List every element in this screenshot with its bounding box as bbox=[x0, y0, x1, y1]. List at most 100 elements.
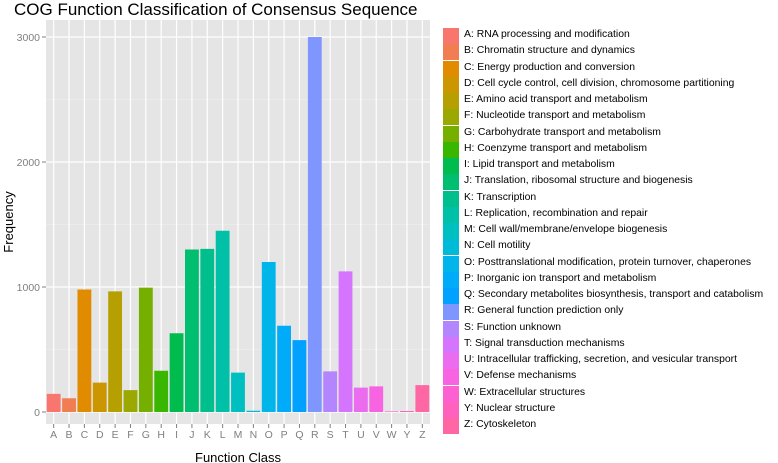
legend-item: C: Energy production and conversion bbox=[443, 60, 777, 77]
bar-T bbox=[338, 271, 353, 412]
legend-key bbox=[443, 320, 459, 337]
legend-label: A: RNA processing and modification bbox=[464, 29, 630, 40]
bar-M bbox=[231, 372, 245, 412]
legend-label: U: Intracellular trafficking, secretion,… bbox=[464, 354, 737, 365]
legend-item: T: Signal transduction mechanisms bbox=[443, 336, 777, 353]
bar-I bbox=[169, 333, 184, 412]
legend-key bbox=[443, 271, 459, 288]
x-tick-label: K bbox=[204, 429, 211, 441]
x-tick-label: E bbox=[112, 429, 119, 441]
legend-item: G: Carbohydrate transport and metabolism bbox=[443, 125, 777, 142]
bar-N bbox=[246, 410, 261, 412]
legend-key bbox=[443, 125, 459, 142]
y-tick-label: 0 bbox=[34, 407, 40, 419]
legend-key bbox=[443, 190, 459, 207]
x-axis-title: Function Class bbox=[195, 450, 281, 463]
legend-key bbox=[443, 206, 459, 223]
legend-key bbox=[443, 418, 459, 434]
x-tick-label: F bbox=[127, 429, 133, 441]
y-axis-title: Frequency bbox=[1, 191, 16, 253]
chart-title: COG Function Classification of Consensus… bbox=[14, 0, 418, 19]
legend-label: M: Cell wall/membrane/envelope biogenesi… bbox=[464, 224, 668, 235]
legend-label: Q: Secondary metabolites biosynthesis, t… bbox=[464, 289, 764, 300]
legend-item: A: RNA processing and modification bbox=[443, 28, 777, 44]
legend-item: J: Translation, ribosomal structure and … bbox=[443, 174, 777, 191]
bar-E bbox=[108, 291, 123, 412]
legend-key bbox=[443, 401, 459, 418]
legend-label: K: Transcription bbox=[464, 191, 537, 203]
bar-Z bbox=[415, 385, 430, 412]
bar-Y bbox=[400, 411, 414, 412]
legend-label: E: Amino acid transport and metabolism bbox=[464, 94, 648, 105]
x-tick-label: U bbox=[357, 429, 365, 441]
x-tick-label: J bbox=[189, 429, 194, 441]
bar-B bbox=[62, 398, 76, 412]
legend-key bbox=[443, 223, 459, 239]
legend-item: N: Cell motility bbox=[443, 239, 777, 256]
legend-key bbox=[443, 353, 459, 369]
legend-item: Q: Secondary metabolites biosynthesis, t… bbox=[443, 288, 777, 304]
legend-item: V: Defense mechanisms bbox=[443, 369, 777, 386]
x-tick-label: R bbox=[311, 429, 319, 441]
x-tick-label: Q bbox=[295, 429, 303, 441]
x-tick-label: M bbox=[234, 429, 243, 441]
legend-item: M: Cell wall/membrane/envelope biogenesi… bbox=[443, 223, 777, 239]
legend-item: E: Amino acid transport and metabolism bbox=[443, 93, 777, 109]
legend-key bbox=[443, 141, 459, 158]
y-tick-label: 3000 bbox=[17, 32, 41, 44]
bar-Q bbox=[292, 340, 307, 412]
legend-key bbox=[443, 336, 459, 353]
legend-label: W: Extracellular structures bbox=[464, 386, 586, 398]
legend-label: S: Function unknown bbox=[464, 321, 562, 333]
legend-item: R: General function prediction only bbox=[443, 304, 777, 321]
bar-C bbox=[77, 289, 92, 412]
bar-A bbox=[46, 393, 61, 412]
legend-label: Y: Nuclear structure bbox=[464, 402, 556, 414]
legend-label: N: Cell motility bbox=[464, 240, 531, 252]
bar-S bbox=[323, 371, 338, 412]
bar-O bbox=[261, 262, 276, 412]
bar-R bbox=[307, 37, 322, 412]
legend-label: G: Carbohydrate transport and metabolism bbox=[464, 126, 661, 138]
legend-item: F: Nucleotide transport and metabolism bbox=[443, 109, 777, 126]
legend-key bbox=[443, 44, 459, 61]
legend-key bbox=[443, 93, 459, 109]
legend-label: B: Chromatin structure and dynamics bbox=[464, 45, 635, 57]
bar-G bbox=[138, 287, 153, 412]
legend-item: B: Chromatin structure and dynamics bbox=[443, 44, 777, 61]
legend-key bbox=[443, 76, 459, 93]
bar-H bbox=[154, 370, 169, 412]
y-tick-label: 2000 bbox=[17, 157, 41, 169]
legend-item: W: Extracellular structures bbox=[443, 385, 777, 402]
x-tick-label: H bbox=[157, 429, 165, 441]
x-tick-label: Z bbox=[419, 429, 426, 441]
x-tick-label: N bbox=[250, 429, 258, 441]
legend-key bbox=[443, 109, 459, 126]
legend-label: O: Posttranslational modification, prote… bbox=[464, 256, 752, 268]
x-tick-label: B bbox=[66, 429, 73, 441]
legend-label: T: Signal transduction mechanisms bbox=[464, 337, 625, 349]
legend-item: L: Replication, recombination and repair bbox=[443, 206, 777, 223]
legend-item: I: Lipid transport and metabolism bbox=[443, 158, 777, 174]
legend-item: Y: Nuclear structure bbox=[443, 401, 777, 418]
legend-label: L: Replication, recombination and repair bbox=[464, 207, 648, 219]
y-tick-label: 1000 bbox=[17, 282, 41, 294]
legend-key bbox=[443, 239, 459, 256]
legend-key bbox=[443, 304, 459, 321]
legend-label: R: General function prediction only bbox=[464, 305, 624, 317]
legend-item: P: Inorganic ion transport and metabolis… bbox=[443, 271, 777, 288]
legend-label: I: Lipid transport and metabolism bbox=[464, 159, 615, 170]
bar-V bbox=[369, 386, 384, 412]
bar-F bbox=[123, 390, 138, 412]
bar-L bbox=[215, 230, 230, 412]
legend-key bbox=[443, 28, 459, 44]
legend-key bbox=[443, 255, 459, 272]
bar-D bbox=[92, 382, 107, 412]
legend-label: H: Coenzyme transport and metabolism bbox=[464, 142, 648, 154]
x-tick-label: V bbox=[373, 429, 380, 441]
legend-label: F: Nucleotide transport and metabolism bbox=[464, 110, 646, 122]
legend-key bbox=[443, 158, 459, 174]
legend-label: Z: Cytoskeleton bbox=[464, 419, 537, 430]
